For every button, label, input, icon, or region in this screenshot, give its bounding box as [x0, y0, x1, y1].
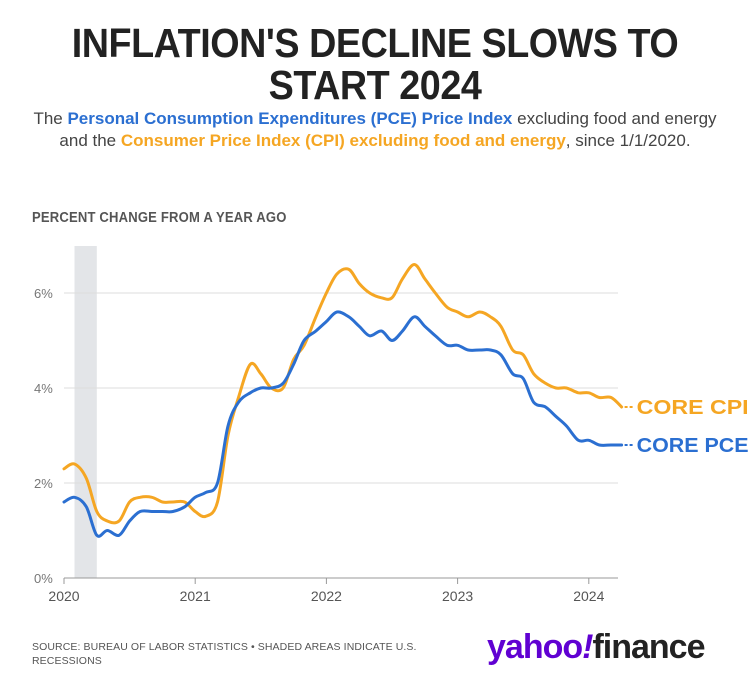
logo-yahoo: yahoo — [487, 628, 583, 666]
core-cpi-line — [62, 263, 624, 525]
core-pce-label: CORE PCE — [637, 435, 749, 457]
logo-finance: finance — [592, 628, 705, 666]
chart-title: INFLATION'S DECLINE SLOWS TO START 2024 — [71, 20, 679, 108]
x-tick-label: 2022 — [311, 588, 342, 604]
chart-subtitle: The Personal Consumption Expenditures (P… — [30, 108, 720, 152]
x-tick-label: 2021 — [180, 588, 211, 604]
subtitle-end: , since 1/1/2020. — [565, 131, 691, 150]
y-tick-label: 4% — [34, 381, 53, 396]
x-tick-label: 2023 — [442, 588, 473, 604]
subtitle-pce-name: Personal Consumption Expenditures (PCE) … — [67, 109, 513, 128]
logo-bang: ! — [582, 628, 593, 666]
y-tick-label: 6% — [34, 286, 53, 301]
y-tick-label: 2% — [34, 476, 53, 491]
core-pce-line — [62, 310, 624, 538]
subtitle-intro: The — [33, 109, 68, 128]
x-tick-label: 2020 — [48, 588, 79, 604]
subtitle-middle: excluding food and energy and the — [59, 109, 717, 150]
source-note: SOURCE: BUREAU OF LABOR STATISTICS • SHA… — [32, 641, 417, 667]
y-axis-title: PERCENT CHANGE FROM A YEAR AGO — [32, 210, 287, 226]
y-tick-label: 0% — [34, 571, 53, 586]
yahoo-finance-logo: yahoo!finance — [487, 628, 706, 667]
core-cpi-label: CORE CPI — [637, 397, 749, 419]
x-tick-label: 2024 — [573, 588, 604, 604]
subtitle-cpi-name: Consumer Price Index (CPI) excluding foo… — [120, 131, 566, 150]
